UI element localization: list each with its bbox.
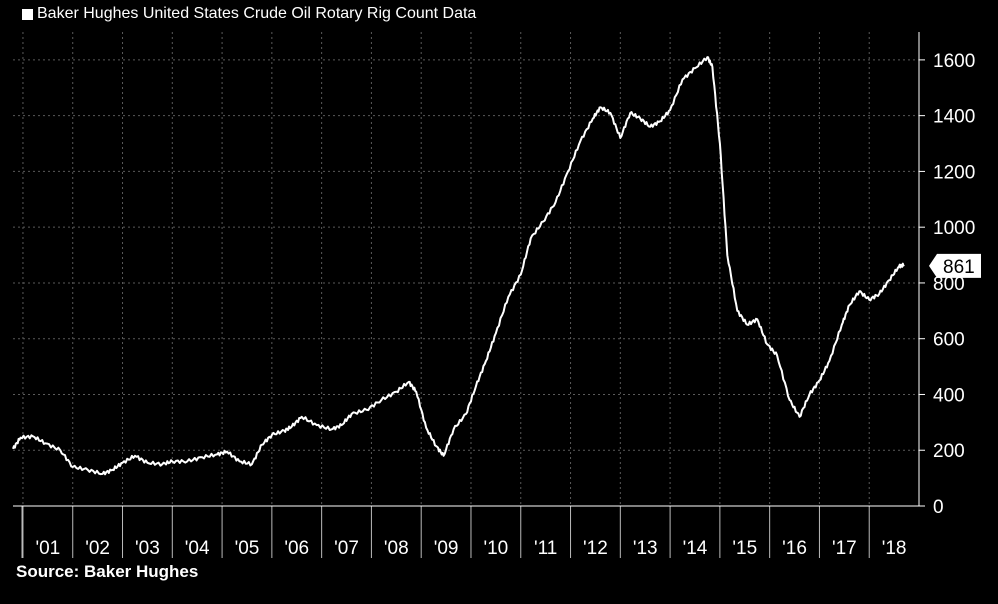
x-tick-label: '02 [85, 538, 110, 559]
x-tick-label: '07 [334, 538, 359, 559]
series-line [12, 56, 905, 476]
x-tick-label: '08 [384, 538, 409, 559]
last-value-label: 861 [943, 257, 975, 278]
x-tick-label: '15 [732, 538, 757, 559]
legend-swatch [22, 8, 33, 20]
x-tick-label: '03 [135, 538, 160, 559]
y-tick-label: 1200 [933, 162, 975, 183]
source-note: Source: Baker Hughes [16, 562, 199, 581]
y-tick-label: 1000 [933, 218, 975, 239]
y-tick-label: 800 [933, 274, 965, 295]
chart-legend: Baker Hughes United States Crude Oil Rot… [22, 5, 476, 23]
y-tick-label: 400 [933, 385, 965, 406]
x-tick-label: '11 [534, 538, 557, 559]
y-tick-label: 600 [933, 330, 965, 351]
x-tick-label: '17 [832, 538, 857, 559]
x-tick-label: '01 [35, 538, 60, 559]
x-tick-label: '09 [434, 538, 459, 559]
x-tick-label: '16 [782, 538, 807, 559]
last-value-badge [929, 253, 981, 278]
x-tick-label: '14 [683, 538, 708, 559]
y-tick-label: 1400 [933, 107, 975, 128]
y-tick-label: 1600 [933, 51, 975, 72]
y-tick-label: 200 [933, 441, 965, 462]
x-tick-label: '13 [633, 538, 658, 559]
x-tick-label: '05 [235, 538, 260, 559]
y-tick-label: 0 [933, 497, 944, 518]
x-tick-label: '18 [882, 538, 907, 559]
x-tick-label: '06 [284, 538, 309, 559]
x-tick-label: '10 [483, 538, 508, 559]
x-tick-label: '12 [583, 538, 608, 559]
x-tick-label: '04 [185, 538, 210, 559]
legend-label: Baker Hughes United States Crude Oil Rot… [37, 5, 477, 22]
